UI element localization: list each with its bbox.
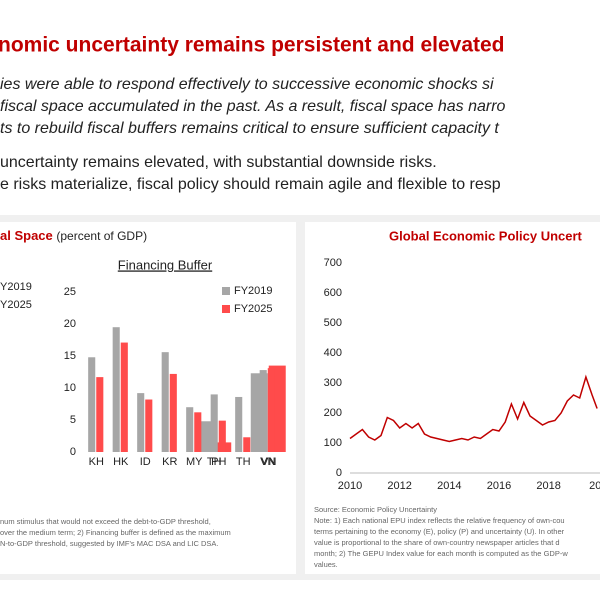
y-tick-label: 0 bbox=[336, 467, 342, 479]
bullet: e risks materialize, fiscal policy shoul… bbox=[0, 176, 501, 193]
footnote: Note: 1) Each national EPU index reflect… bbox=[314, 516, 565, 525]
x-tick-label: 2018 bbox=[536, 480, 560, 492]
y-tick-label: 0 bbox=[70, 446, 76, 458]
legend-label: FY2025 bbox=[234, 303, 273, 315]
bar bbox=[96, 377, 104, 452]
footnote: value is proportional to the share of ow… bbox=[314, 538, 560, 547]
x-tick-label: 2016 bbox=[487, 480, 511, 492]
bar bbox=[137, 393, 145, 452]
source: Source: Economic Policy Uncertainty bbox=[314, 505, 437, 514]
bar bbox=[218, 420, 226, 452]
x-tick-label: 2012 bbox=[387, 480, 411, 492]
y-tick-label: 300 bbox=[324, 377, 342, 389]
bar bbox=[243, 437, 251, 452]
x-tick-label: VN bbox=[261, 456, 276, 468]
x-tick-label: TH bbox=[207, 456, 222, 468]
footnote: month; 2) The GEPU Index value for each … bbox=[314, 549, 568, 558]
x-tick-label: VN bbox=[260, 456, 275, 468]
x-tick-label: KH bbox=[89, 456, 104, 468]
legend-label: Y2019 bbox=[0, 281, 32, 293]
bar bbox=[169, 373, 177, 452]
y-tick-label: 20 bbox=[64, 318, 76, 330]
y-tick-label: 25 bbox=[64, 286, 76, 298]
chart-title: al Space (percent of GDP) bbox=[0, 228, 147, 243]
bar bbox=[88, 357, 96, 452]
footnote: values. bbox=[314, 560, 338, 569]
legend-label: FY2019 bbox=[234, 285, 273, 297]
bar bbox=[259, 370, 267, 452]
x-tick-label: PH bbox=[211, 456, 226, 468]
x-tick-label: 202 bbox=[589, 480, 600, 492]
bar bbox=[120, 342, 128, 452]
paragraph-line: fiscal space accumulated in the past. As… bbox=[0, 98, 506, 115]
bar bbox=[210, 394, 218, 452]
x-tick-label: TH bbox=[236, 456, 251, 468]
y-tick-label: 100 bbox=[324, 437, 342, 449]
y-tick-label: 700 bbox=[324, 257, 342, 269]
y-tick-label: 15 bbox=[64, 350, 76, 362]
paragraph-line: ies were able to respond effectively to … bbox=[0, 76, 494, 93]
chart-title: Financing Buffer bbox=[118, 257, 213, 272]
bar bbox=[161, 352, 169, 452]
chart-subtitle: (percent of GDP) bbox=[56, 229, 147, 243]
bar bbox=[194, 412, 202, 452]
x-tick-label: ID bbox=[140, 456, 151, 468]
footnote: num stimulus that would not exceed the d… bbox=[0, 517, 211, 526]
bar bbox=[235, 396, 243, 452]
paragraph-line: ts to rebuild fiscal buffers remains cri… bbox=[0, 120, 499, 137]
y-tick-label: 500 bbox=[324, 317, 342, 329]
right-card bbox=[305, 222, 600, 574]
x-tick-label: HK bbox=[113, 456, 129, 468]
legend-swatch bbox=[222, 305, 230, 313]
slide-title: nomic uncertainty remains persistent and… bbox=[0, 34, 505, 57]
y-tick-label: 400 bbox=[324, 347, 342, 359]
x-tick-label: MY bbox=[186, 456, 203, 468]
left-card bbox=[0, 222, 296, 574]
bar bbox=[267, 368, 275, 452]
y-tick-label: 10 bbox=[64, 382, 76, 394]
footnote: over the medium term; 2) Financing buffe… bbox=[0, 528, 231, 537]
y-tick-label: 200 bbox=[324, 407, 342, 419]
bar bbox=[186, 407, 194, 452]
x-tick-label: KR bbox=[162, 456, 177, 468]
y-tick-label: 5 bbox=[70, 414, 76, 426]
x-tick-label: 2014 bbox=[437, 480, 461, 492]
footnote: N-to-GDP threshold, suggested by IMF's M… bbox=[0, 539, 218, 548]
y-tick-label: 600 bbox=[324, 287, 342, 299]
line-series bbox=[349, 374, 598, 443]
footnote: terms pertaining to the economy (E), pol… bbox=[314, 527, 565, 536]
bar bbox=[145, 399, 153, 452]
bullet: uncertainty remains elevated, with subst… bbox=[0, 154, 437, 171]
chart-title: Global Economic Policy Uncert bbox=[389, 228, 583, 243]
legend-label: Y2025 bbox=[0, 299, 32, 311]
bar bbox=[112, 327, 120, 452]
x-tick-label: 2010 bbox=[338, 480, 362, 492]
legend-swatch bbox=[222, 287, 230, 295]
chart-title: al Space bbox=[0, 228, 53, 243]
